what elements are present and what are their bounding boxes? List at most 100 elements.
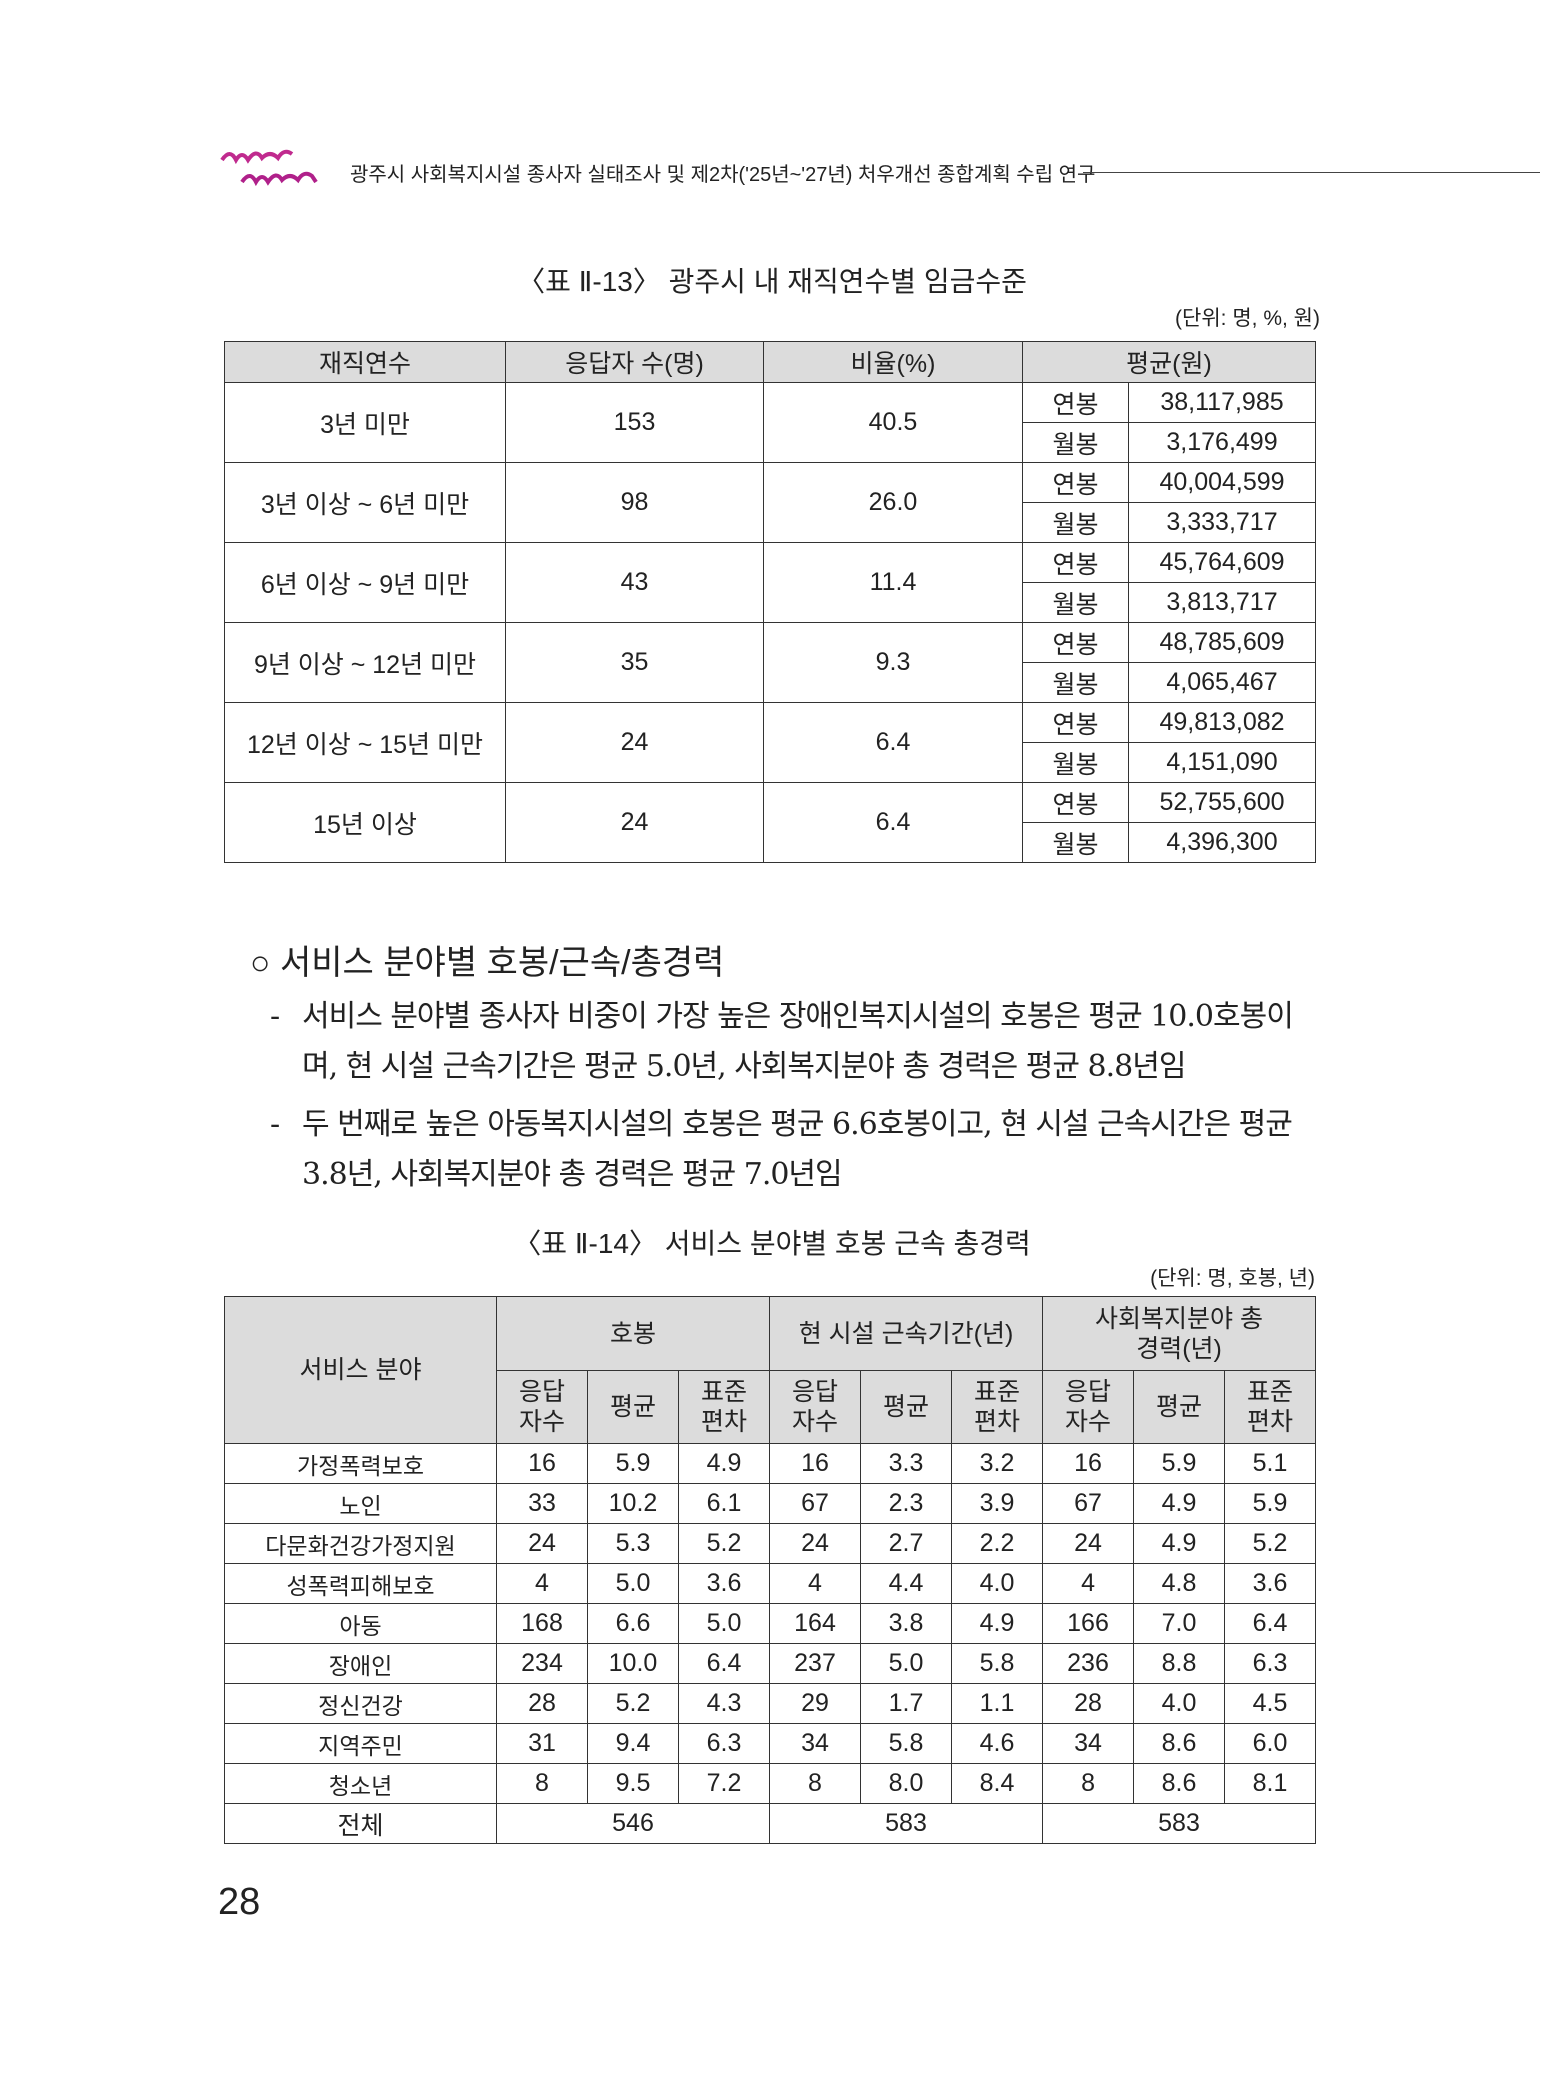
ratio-cell: 6.4 <box>763 702 1023 783</box>
value-cell: 67 <box>769 1483 861 1524</box>
section-heading: ○ 서비스 분야별 호봉/근속/총경력 <box>250 944 725 982</box>
annual-value: 52,755,600 <box>1128 782 1316 823</box>
bullet-text: 서비스 분야별 종사자 비중이 가장 높은 장애인복지시설의 호봉은 평균 10… <box>302 999 1294 1084</box>
value-cell: 34 <box>769 1723 861 1764</box>
bullet-dash: - <box>270 1107 281 1142</box>
service-cell: 노인 <box>224 1483 497 1524</box>
header-divider <box>1083 172 1540 173</box>
table-row: 15년 이상 24 6.4 연봉 52,755,600 <box>224 782 1316 863</box>
subheader: 평균 <box>587 1370 679 1444</box>
value-cell: 33 <box>496 1483 588 1524</box>
value-cell: 7.0 <box>1133 1603 1226 1644</box>
service-cell: 가정폭력보호 <box>224 1443 497 1484</box>
service-cell: 정신건강 <box>224 1683 497 1724</box>
annual-label: 연봉 <box>1022 542 1129 583</box>
value-cell: 4 <box>769 1563 861 1604</box>
table1-unit: (단위: 명, %, 원) <box>1175 307 1320 330</box>
value-cell: 6.6 <box>587 1603 679 1644</box>
value-cell: 234 <box>496 1643 588 1684</box>
total-label: 전체 <box>224 1803 497 1844</box>
monthly-label: 월봉 <box>1022 582 1129 623</box>
value-cell: 29 <box>769 1683 861 1724</box>
count-cell: 153 <box>505 382 764 463</box>
value-cell: 3.6 <box>678 1563 770 1604</box>
value-cell: 5.8 <box>950 1643 1044 1684</box>
value-cell: 6.3 <box>1224 1643 1317 1684</box>
header-group-step: 호봉 <box>496 1296 770 1371</box>
table2-caption: 〈표 Ⅱ-14〉 서비스 분야별 호봉 근속 총경력 <box>513 1228 1031 1259</box>
value-cell: 4.0 <box>950 1563 1044 1604</box>
table-row: 청소년 8 9.5 7.2 8 8.0 8.4 8 8.6 8.1 <box>224 1763 1317 1804</box>
value-cell: 67 <box>1042 1483 1135 1524</box>
value-cell: 34 <box>1042 1723 1135 1764</box>
annual-label: 연봉 <box>1022 702 1129 743</box>
value-cell: 6.3 <box>678 1723 770 1764</box>
value-cell: 6.4 <box>1224 1603 1317 1644</box>
value-cell: 4.9 <box>1133 1523 1226 1564</box>
table-row: 노인 33 10.2 6.1 67 2.3 3.9 67 4.9 5.9 <box>224 1483 1317 1524</box>
table2-unit: (단위: 명, 호봉, 년) <box>1150 1267 1315 1290</box>
value-cell: 7.2 <box>678 1763 770 1804</box>
value-cell: 8.1 <box>1224 1763 1317 1804</box>
tenure-cell: 3년 미만 <box>224 382 506 463</box>
table-row: 지역주민 31 9.4 6.3 34 5.8 4.6 34 8.6 6.0 <box>224 1723 1317 1764</box>
value-cell: 5.9 <box>1133 1443 1226 1484</box>
value-cell: 16 <box>769 1443 861 1484</box>
table-row: 가정폭력보호 16 5.9 4.9 16 3.3 3.2 16 5.9 5.1 <box>224 1443 1317 1484</box>
tenure-cell: 9년 이상 ~ 12년 미만 <box>224 622 506 703</box>
value-cell: 3.3 <box>860 1443 952 1484</box>
monthly-value: 3,176,499 <box>1128 422 1316 463</box>
table-row: 장애인 234 10.0 6.4 237 5.0 5.8 236 8.8 6.3 <box>224 1643 1317 1684</box>
value-cell: 24 <box>496 1523 588 1564</box>
service-career-table: 서비스 분야 호봉 현 시설 근속기간(년) 사회복지분야 총 경력(년) 응답… <box>224 1296 1317 1844</box>
value-cell: 4.6 <box>950 1723 1044 1764</box>
value-cell: 9.5 <box>587 1763 679 1804</box>
value-cell: 5.8 <box>860 1723 952 1764</box>
value-cell: 16 <box>1042 1443 1135 1484</box>
page-number: 28 <box>218 1881 261 1923</box>
tenure-cell: 6년 이상 ~ 9년 미만 <box>224 542 506 623</box>
header-service: 서비스 분야 <box>224 1296 497 1444</box>
subheader: 응답 자수 <box>1042 1370 1135 1444</box>
total-value: 583 <box>768 1803 1044 1844</box>
subheader: 응답 자수 <box>769 1370 861 1444</box>
value-cell: 10.2 <box>587 1483 679 1524</box>
table-row: 12년 이상 ~ 15년 미만 24 6.4 연봉 49,813,082 <box>224 702 1316 783</box>
ratio-cell: 9.3 <box>763 622 1023 703</box>
value-cell: 8 <box>769 1763 861 1804</box>
annual-label: 연봉 <box>1022 382 1129 423</box>
count-cell: 24 <box>505 702 764 783</box>
total-value: 583 <box>1042 1803 1317 1844</box>
table-row: 월봉 4,151,090 <box>225 742 1316 783</box>
value-cell: 3.6 <box>1224 1563 1317 1604</box>
value-cell: 10.0 <box>587 1643 679 1684</box>
total-value: 546 <box>496 1803 770 1844</box>
bullet-dash: - <box>270 999 281 1034</box>
monthly-label: 월봉 <box>1022 742 1129 783</box>
annual-value: 49,813,082 <box>1128 702 1316 743</box>
value-cell: 3.2 <box>950 1443 1044 1484</box>
subheader: 표준 편차 <box>950 1370 1044 1444</box>
service-cell: 다문화건강가정지원 <box>224 1523 497 1564</box>
count-cell: 24 <box>505 782 764 863</box>
bullet-text: 두 번째로 높은 아동복지시설의 호봉은 평균 6.6호봉이고, 현 시설 근속… <box>302 1107 1293 1192</box>
subheader: 표준 편차 <box>1224 1370 1317 1444</box>
annual-value: 48,785,609 <box>1128 622 1316 663</box>
ratio-cell: 40.5 <box>763 382 1023 463</box>
count-cell: 43 <box>505 542 764 623</box>
value-cell: 24 <box>1042 1523 1135 1564</box>
value-cell: 3.8 <box>860 1603 952 1644</box>
value-cell: 4 <box>496 1563 588 1604</box>
value-cell: 4.5 <box>1224 1683 1317 1724</box>
subheader: 평균 <box>1133 1370 1226 1444</box>
value-cell: 3.9 <box>950 1483 1044 1524</box>
tenure-cell: 12년 이상 ~ 15년 미만 <box>224 702 506 783</box>
value-cell: 168 <box>496 1603 588 1644</box>
value-cell: 1.7 <box>860 1683 952 1724</box>
value-cell: 236 <box>1042 1643 1135 1684</box>
value-cell: 6.1 <box>678 1483 770 1524</box>
monthly-label: 월봉 <box>1022 822 1129 863</box>
value-cell: 4.9 <box>1133 1483 1226 1524</box>
value-cell: 4.9 <box>678 1443 770 1484</box>
value-cell: 6.0 <box>1224 1723 1317 1764</box>
